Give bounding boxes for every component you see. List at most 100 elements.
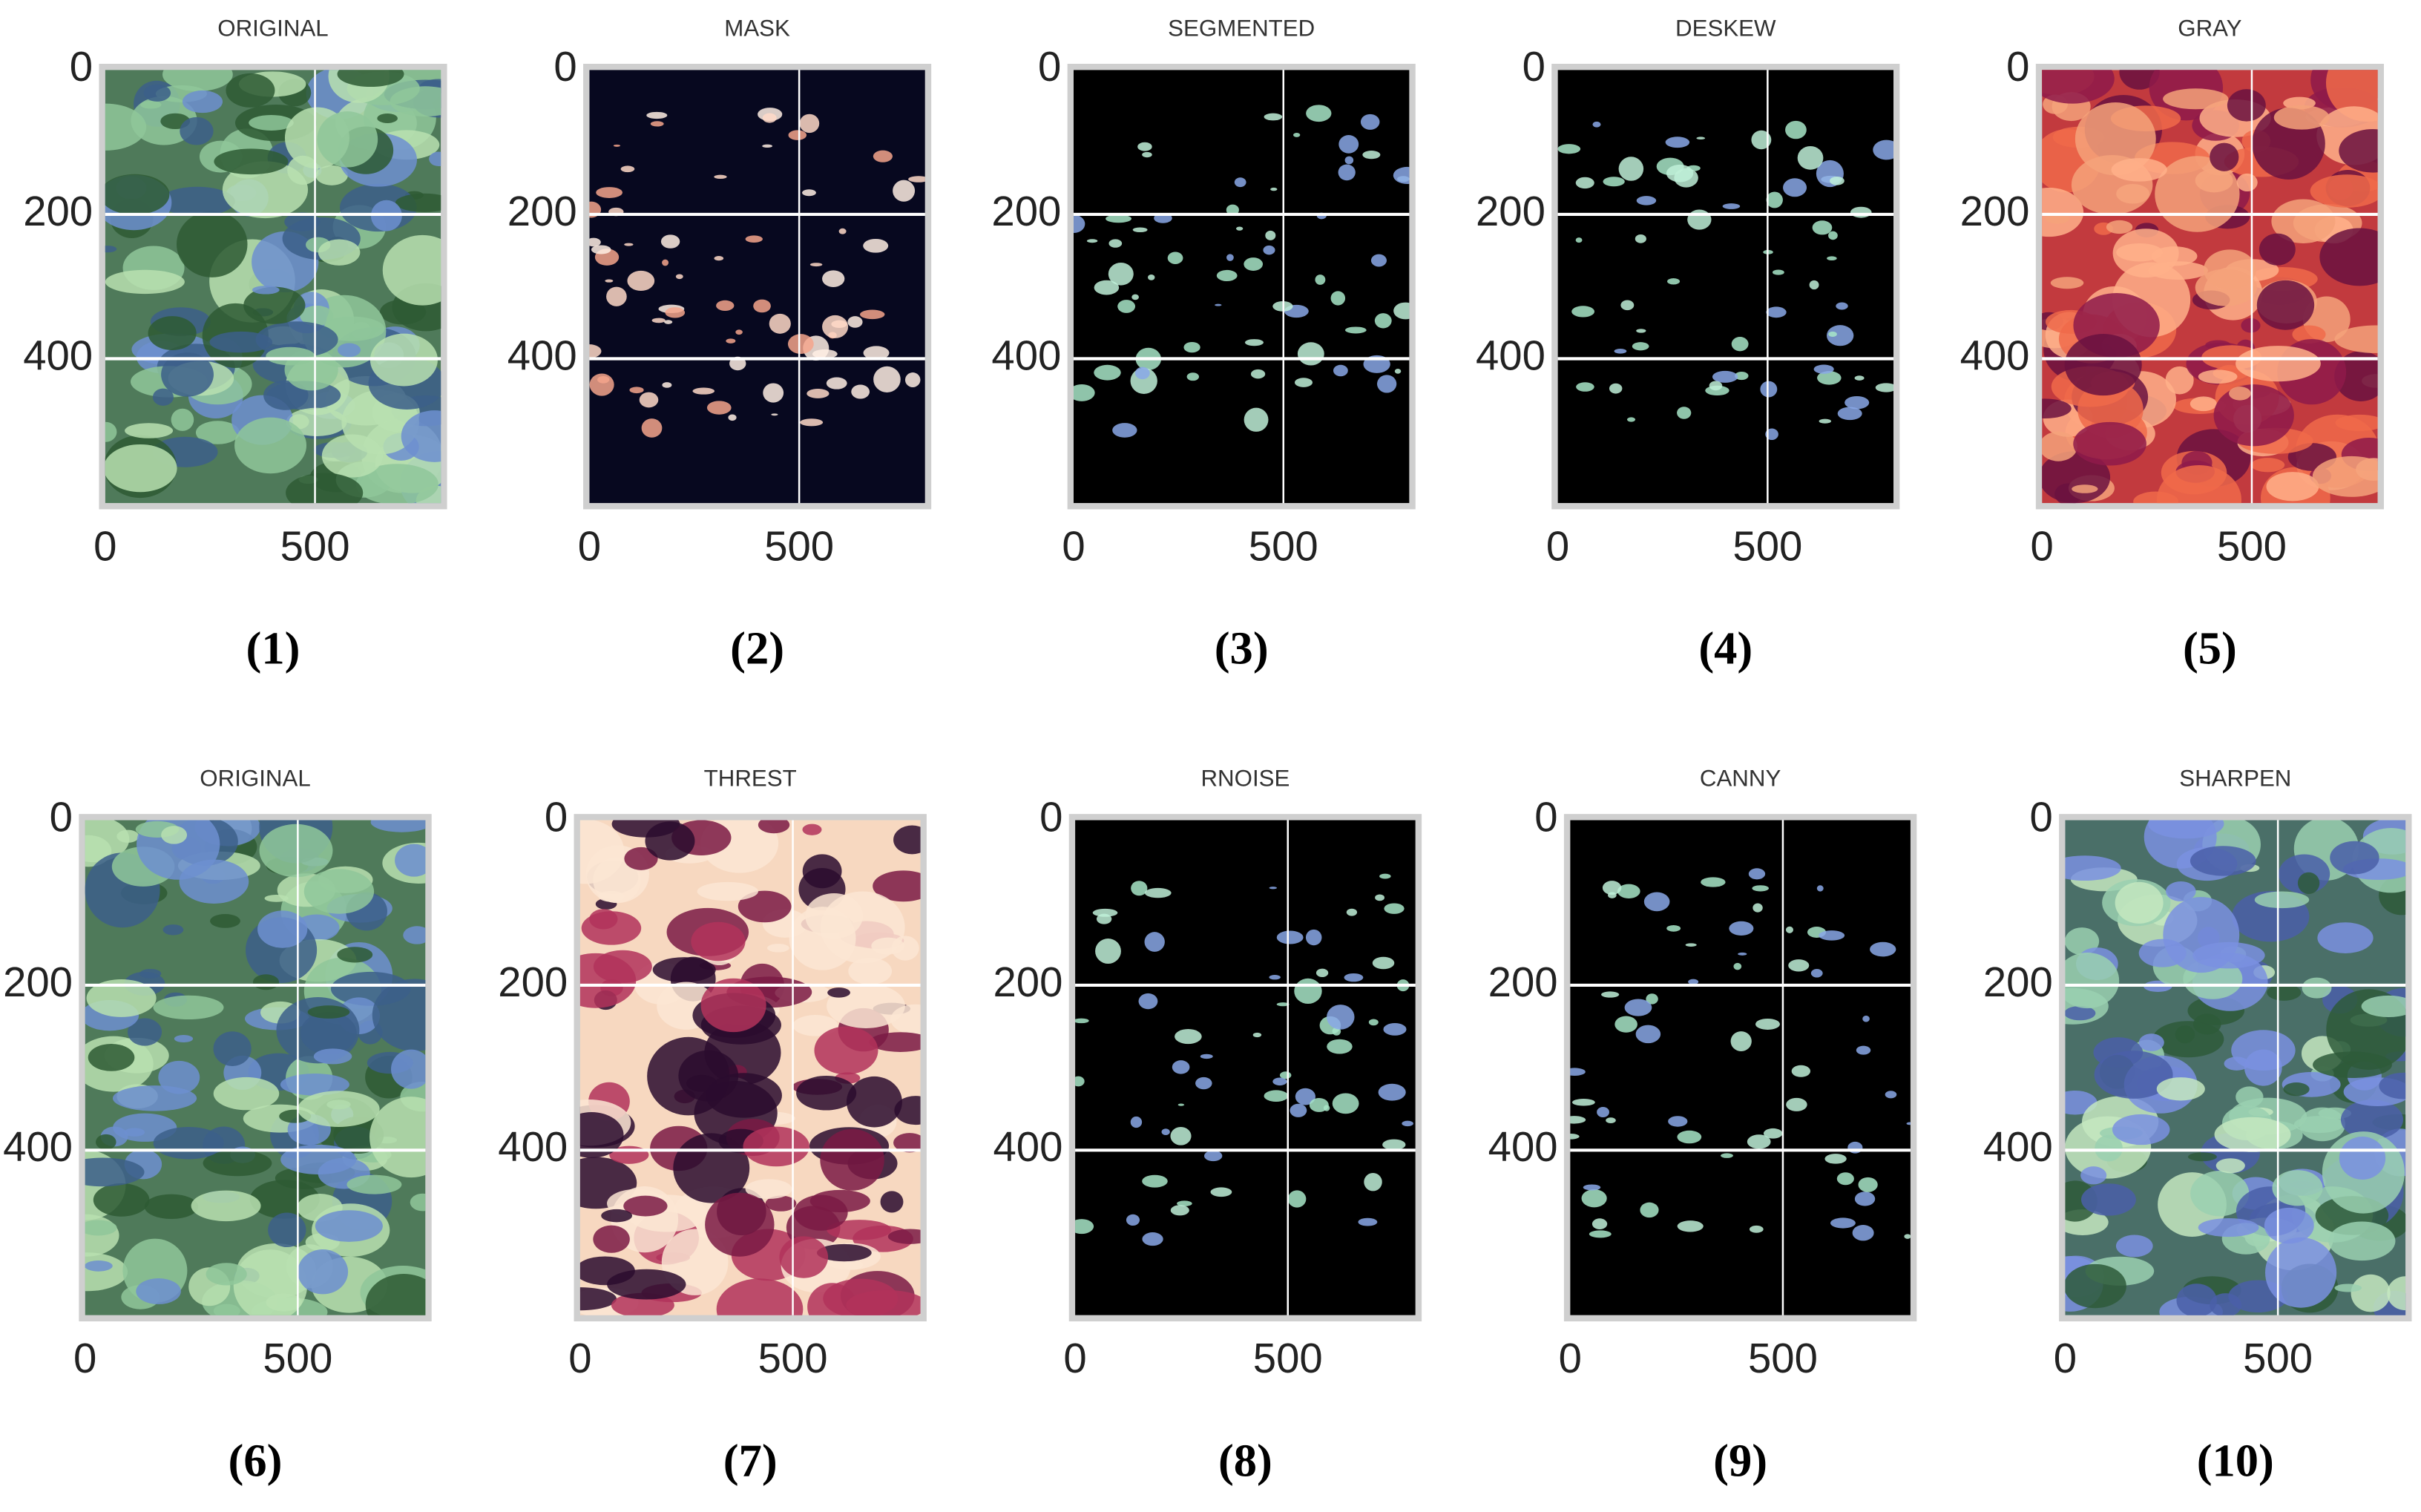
image-texture — [209, 331, 273, 353]
image — [1075, 820, 1416, 1315]
image-texture — [1075, 1076, 1085, 1087]
image-texture — [2224, 1056, 2250, 1071]
image-texture — [1338, 164, 1356, 181]
image-texture — [1095, 939, 1121, 964]
image-texture — [2106, 220, 2133, 234]
image-texture — [1813, 364, 1834, 374]
image-texture — [1819, 418, 1832, 424]
image-texture — [280, 1144, 357, 1175]
y-tick-label: 400 — [991, 332, 1061, 378]
image-texture — [2080, 1166, 2107, 1185]
image-texture — [641, 418, 663, 438]
image-texture — [814, 1026, 878, 1075]
image-texture — [822, 270, 845, 287]
image — [1557, 70, 1894, 504]
x-tick-label: 500 — [2217, 523, 2287, 570]
image-texture — [1785, 120, 1807, 139]
image-texture — [816, 1243, 872, 1262]
y-tick-label: 0 — [1534, 793, 1557, 840]
image-texture — [1263, 245, 1275, 255]
image-texture — [1904, 1234, 1911, 1239]
panel-title: SEGMENTED — [1168, 15, 1315, 41]
image-texture — [1665, 137, 1690, 148]
image-texture — [1362, 151, 1381, 160]
panel-caption: (9) — [1713, 1434, 1767, 1486]
image-texture — [1731, 336, 1749, 352]
image-texture — [2351, 1274, 2391, 1312]
image-texture — [1346, 908, 1358, 916]
x-tick-label: 500 — [764, 523, 834, 570]
image-texture — [589, 344, 602, 358]
image-texture — [1772, 269, 1784, 275]
image-texture — [859, 309, 885, 320]
image-texture — [2267, 984, 2302, 1001]
image-texture — [2340, 1100, 2404, 1140]
image-texture — [1677, 407, 1692, 419]
image-texture — [1791, 1065, 1811, 1077]
image-texture — [174, 1035, 194, 1043]
image-texture — [2156, 1077, 2205, 1101]
image-texture — [2042, 187, 2084, 237]
image-texture — [1749, 1225, 1764, 1233]
image-texture — [2236, 346, 2321, 382]
image-texture — [2229, 387, 2251, 401]
image-texture — [1344, 156, 1354, 165]
image-texture — [338, 343, 361, 358]
image-texture — [249, 115, 294, 131]
image-texture — [206, 1263, 247, 1286]
image-texture — [1836, 1172, 1854, 1186]
image-texture — [890, 1004, 921, 1035]
image-texture — [144, 1194, 199, 1220]
image-texture — [1142, 1174, 1168, 1188]
image-texture — [2193, 1013, 2221, 1035]
image-texture — [370, 820, 426, 832]
image-texture — [1161, 1128, 1170, 1136]
image-texture — [1738, 952, 1747, 956]
image-texture — [222, 161, 309, 219]
image-texture — [1636, 196, 1657, 206]
image-texture — [1244, 339, 1264, 346]
image-texture — [2313, 1051, 2392, 1079]
image-texture — [1635, 234, 1646, 243]
image-texture — [1755, 1018, 1780, 1030]
image-bg — [1073, 70, 1410, 504]
image-texture — [738, 890, 792, 923]
image-texture — [2302, 977, 2332, 999]
image-texture — [2065, 855, 2121, 881]
image-texture — [2042, 398, 2072, 418]
image-texture — [365, 1274, 426, 1315]
image-texture — [1216, 269, 1238, 282]
panel-title: GRAY — [2178, 15, 2241, 41]
image-texture — [307, 1005, 350, 1019]
panel-caption: (1) — [246, 622, 300, 674]
image-texture — [1134, 367, 1150, 380]
image-texture — [678, 1050, 739, 1102]
image-texture — [355, 464, 438, 504]
image-texture — [1364, 1172, 1382, 1191]
image-texture — [410, 1193, 426, 1212]
image-texture — [264, 895, 289, 902]
image-texture — [210, 914, 240, 928]
image-texture — [1591, 1218, 1608, 1229]
image-texture — [1786, 1097, 1807, 1111]
image — [2065, 820, 2406, 1315]
image-texture — [179, 859, 249, 904]
x-tick-label: 0 — [93, 523, 116, 570]
y-tick-label: 400 — [993, 1123, 1062, 1170]
image-texture — [2236, 173, 2258, 192]
image-texture — [771, 413, 778, 416]
panel-caption: (10) — [2197, 1434, 2274, 1486]
image-texture — [1172, 1060, 1190, 1074]
image-texture — [300, 305, 334, 326]
image-texture — [893, 180, 916, 202]
image-texture — [85, 1252, 128, 1292]
image-texture — [1640, 1202, 1659, 1218]
image-texture — [2065, 1005, 2096, 1021]
image-texture — [1215, 303, 1222, 306]
x-tick-label: 500 — [1732, 523, 1802, 570]
y-tick-label: 0 — [1038, 43, 1061, 90]
image-texture — [286, 473, 364, 504]
image-texture — [85, 1214, 119, 1257]
image-texture — [1370, 254, 1387, 267]
image-texture — [1812, 220, 1833, 235]
